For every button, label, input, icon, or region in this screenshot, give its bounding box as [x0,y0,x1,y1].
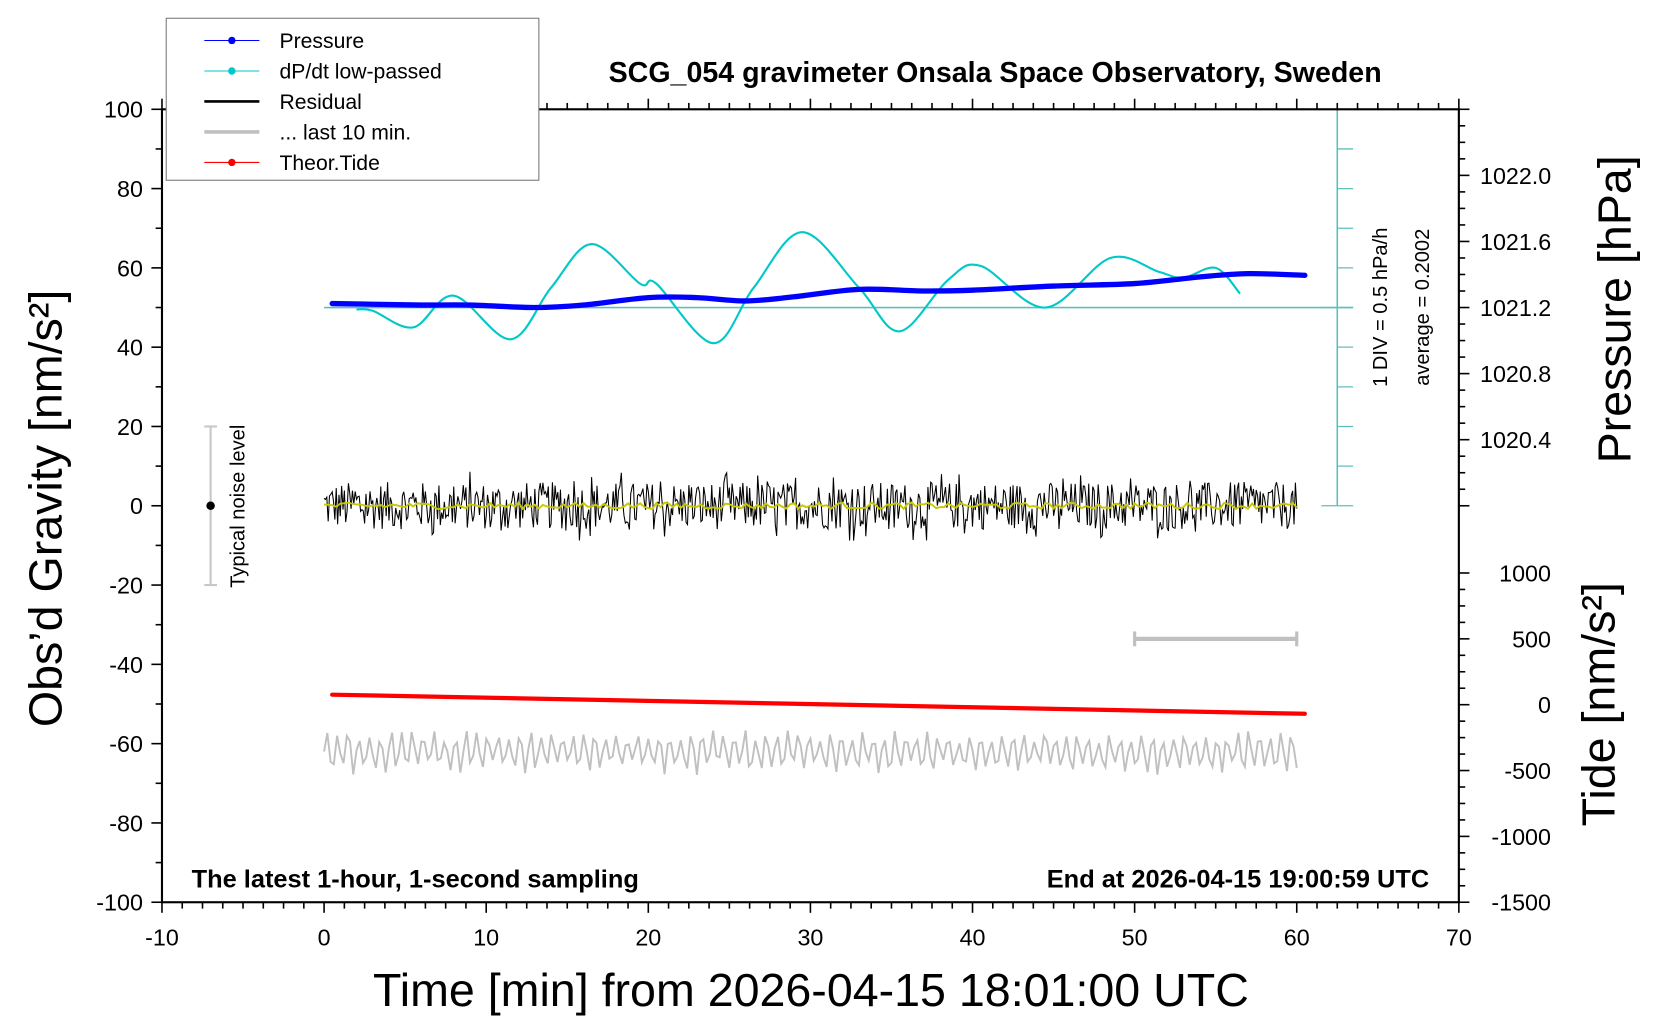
legend-marker-1 [228,67,236,75]
legend-label: dP/dt low-passed [279,60,441,83]
pressure-tick-label: 1021.2 [1480,295,1551,321]
legend-label: Theor.Tide [279,152,379,175]
pressure-axis-label: Pressure [hPa] [1588,155,1640,463]
y-tick-label: 100 [104,97,143,123]
legend-marker-4 [228,158,236,167]
pressure-tick-label: 1022.0 [1480,163,1551,189]
tide-tick-label: 500 [1512,626,1551,652]
legend-label: Residual [279,91,361,114]
tide-tick-label: -1500 [1491,890,1551,916]
pressure-tick-label: 1020.8 [1480,361,1551,387]
legend-label: Pressure [279,30,364,53]
dpdt-average-label: average = 0.2002 [1412,229,1434,386]
x-tick-label: 30 [797,925,823,951]
x-tick-label: 50 [1122,925,1148,951]
y-tick-label: 80 [117,176,143,202]
x-tick-label: 20 [635,925,661,951]
tide-tick-label: 0 [1538,692,1551,718]
legend: Pressure dP/dt low-passed Residual ... last… [165,17,540,181]
y-tick-label: 40 [117,335,143,361]
x-tick-label: -10 [145,925,179,951]
y-tick-label: 0 [130,493,143,519]
y-tick-label: 20 [117,414,143,440]
plot-frame [160,108,1460,904]
dpdt-line [356,231,1241,345]
chart-title: SCG_054 gravimeter Onsala Space Observat… [609,57,1382,89]
theor-tide-line [330,692,1307,716]
y-tick-label: -60 [109,731,143,757]
tide-tick-label: 1000 [1499,560,1551,586]
y-tick-label: -40 [109,652,143,678]
legend-marker-0 [228,36,236,45]
pressure-tick-label: 1021.6 [1480,229,1551,255]
x-tick-label: 0 [318,925,331,951]
last-10-min-line [323,730,1298,775]
axis-ticks: -10 0 10 20 30 40 50 60 70-100-80-60-40-20020406… [96,97,1551,951]
noise-level-label: Typical noise level [228,425,250,588]
pressure-tick-label: 1020.4 [1480,427,1551,453]
footer-left: The latest 1-hour, 1-second sampling [192,865,639,893]
noise-level-dot [206,501,215,510]
pressure-line [329,270,1308,311]
x-tick-label: 10 [473,925,499,951]
residual-smoothed-line [324,501,1298,511]
legend-label: ... last 10 min. [279,121,411,144]
tide-axis-label: Tide [nm/s²] [1572,582,1624,826]
y-tick-label: -20 [109,573,143,599]
tide-tick-label: -500 [1504,758,1551,784]
dpdt-div-label: 1 DIV = 0.5 hPa/h [1370,228,1392,387]
footer-right: End at 2026-04-15 19:00:59 UTC [1047,865,1429,893]
x-tick-label: 40 [960,925,986,951]
y-tick-label: -100 [96,890,143,916]
legend-box [165,17,540,181]
x-axis-label: Time [min] from 2026-04-15 18:01:00 UTC [373,964,1249,1016]
x-tick-label: 70 [1446,925,1472,951]
tide-tick-label: -1000 [1491,824,1551,850]
y-tick-label: 60 [117,255,143,281]
x-tick-label: 60 [1284,925,1310,951]
y-tick-label: -80 [109,810,143,836]
data-marks [204,108,1354,775]
y-axis-label: Obs’d Gravity [nm/s²] [19,290,71,727]
